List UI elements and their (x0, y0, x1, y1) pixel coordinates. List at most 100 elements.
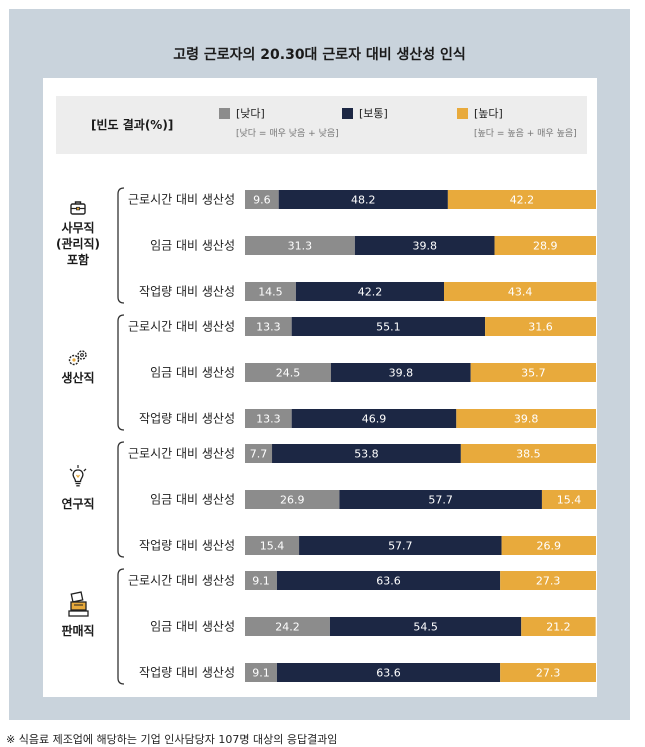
group-label-research: 연구직 (50, 496, 106, 512)
bar-segment-low (245, 409, 292, 428)
legend-label-low: [낮다] (236, 107, 265, 120)
data-label: 53.8 (354, 448, 379, 461)
bar-segment-high (494, 236, 596, 255)
data-label: 9.1 (252, 667, 270, 680)
data-label: 63.6 (376, 667, 401, 680)
data-label: 57.7 (388, 540, 413, 553)
data-label: 39.8 (389, 367, 414, 380)
data-label: 38.5 (516, 448, 541, 461)
group-bracket (117, 568, 125, 685)
bar-segment-mid (278, 190, 448, 209)
bar-segment-mid (276, 663, 501, 682)
bar-segment-low (245, 617, 330, 636)
data-label: 31.6 (528, 321, 553, 334)
cashier-icon (68, 591, 89, 617)
bar-segment-high (456, 409, 596, 428)
row-label: 작업량 대비 생산성 (139, 285, 235, 299)
legend-note-high: [높다 = 높음 + 매우 높음] (474, 129, 577, 139)
data-label: 57.7 (428, 494, 453, 507)
group-label-office: 사무직 (관리직) 포함 (50, 220, 106, 268)
row-label: 작업량 대비 생산성 (139, 539, 235, 553)
row-label: 임금 대비 생산성 (150, 493, 235, 507)
footnote: ※ 식음료 제조업에 해당하는 기업 인사담당자 107명 대상의 응답결과임 (6, 733, 338, 746)
gears-icon (68, 350, 87, 366)
bar-segment-low (245, 571, 277, 590)
group-label-line: 판매직 (61, 624, 95, 638)
row-label: 근로시간 대비 생산성 (128, 193, 235, 207)
data-label: 39.8 (514, 413, 539, 426)
bar-segment-mid (276, 571, 501, 590)
bar-segment-low (245, 363, 331, 382)
data-label: 35.7 (521, 367, 546, 380)
chart-frame: 고령 근로자의 20.30대 근로자 대비 생산성 인식 [빈도 결과(%)] … (9, 9, 630, 720)
group-label-line: 연구직 (61, 497, 95, 511)
bar-segment-high (501, 536, 596, 555)
data-label: 27.3 (536, 575, 561, 588)
data-label: 63.6 (376, 575, 401, 588)
bar-segment-low (245, 444, 273, 463)
bar-segment-low (245, 282, 296, 301)
data-label: 9.1 (252, 575, 270, 588)
row-label: 임금 대비 생산성 (150, 620, 235, 634)
row-label: 작업량 대비 생산성 (139, 666, 235, 680)
data-label: 21.2 (546, 621, 571, 634)
legend-label-high: [높다] (474, 107, 503, 120)
data-label: 43.4 (508, 286, 532, 299)
legend-heading: [빈도 결과(%)] (91, 118, 174, 132)
bar-segment-mid (354, 236, 495, 255)
data-label: 27.3 (536, 667, 561, 680)
bar-segment-mid (291, 409, 457, 428)
legend-swatch-low (219, 107, 230, 119)
bar-segment-mid (295, 282, 445, 301)
group-bracket (117, 187, 125, 304)
bar-segment-mid (291, 317, 486, 336)
data-label: 15.4 (260, 540, 285, 553)
bar-segment-high (500, 571, 596, 590)
row-label: 근로시간 대비 생산성 (128, 574, 235, 588)
row-label: 근로시간 대비 생산성 (128, 447, 235, 461)
chart-panel: [빈도 결과(%)] [낮다] [낮다 = 매우 낮음 + 낮음] [보통] [… (43, 78, 597, 697)
legend-item-mid: [보통] (342, 104, 388, 122)
legend-item-high: [높다] [높다 = 높음 + 매우 높음] (457, 104, 577, 139)
bar-segment-mid (329, 617, 522, 636)
row-label: 임금 대비 생산성 (150, 239, 235, 253)
legend-swatch-mid (342, 107, 353, 119)
bar-segment-low (245, 490, 340, 509)
bar-segment-mid (272, 444, 461, 463)
data-label: 31.3 (288, 240, 313, 253)
data-label: 13.3 (256, 321, 281, 334)
data-label: 39.8 (412, 240, 437, 253)
bar-segment-high (541, 490, 596, 509)
bar-segment-low (245, 536, 300, 555)
stacked-bar-chart: 근로시간 대비 생산성 9.6 48.2 42.2 임금 대비 생산성 31.3 39.8 2… (117, 187, 597, 685)
data-label: 54.5 (413, 621, 438, 634)
bar-segment-high (470, 363, 596, 382)
data-label: 26.9 (537, 540, 562, 553)
bar-segment-low (245, 663, 277, 682)
data-label: 24.5 (276, 367, 301, 380)
group-label-line: (관리직) (55, 237, 101, 251)
group-label-line: 생산직 (61, 371, 95, 385)
row-label: 임금 대비 생산성 (150, 366, 235, 380)
bar-segment-high (447, 190, 596, 209)
bar-segment-mid (299, 536, 502, 555)
legend: [빈도 결과(%)] [낮다] [낮다 = 매우 낮음 + 낮음] [보통] [… (56, 96, 587, 154)
chart-title: 고령 근로자의 20.30대 근로자 대비 생산성 인식 (173, 47, 466, 63)
legend-swatch-high (457, 107, 468, 119)
data-label: 46.9 (362, 413, 387, 426)
data-label: 9.6 (253, 194, 271, 207)
row-label: 근로시간 대비 생산성 (128, 320, 235, 334)
data-label: 15.4 (557, 494, 582, 507)
bar-segment-high (460, 444, 596, 463)
data-label: 26.9 (280, 494, 305, 507)
data-label: 48.2 (351, 194, 376, 207)
data-label: 42.2 (358, 286, 383, 299)
legend-label-mid: [보통] (359, 107, 388, 120)
data-label: 7.7 (250, 448, 267, 461)
bar-segment-low (245, 236, 355, 255)
data-label: 13.3 (256, 413, 281, 426)
group-label-line: 사무직 (61, 221, 95, 235)
data-label: 55.1 (376, 321, 401, 334)
bar-segment-low (245, 190, 279, 209)
group-label-line: 포함 (66, 253, 90, 267)
